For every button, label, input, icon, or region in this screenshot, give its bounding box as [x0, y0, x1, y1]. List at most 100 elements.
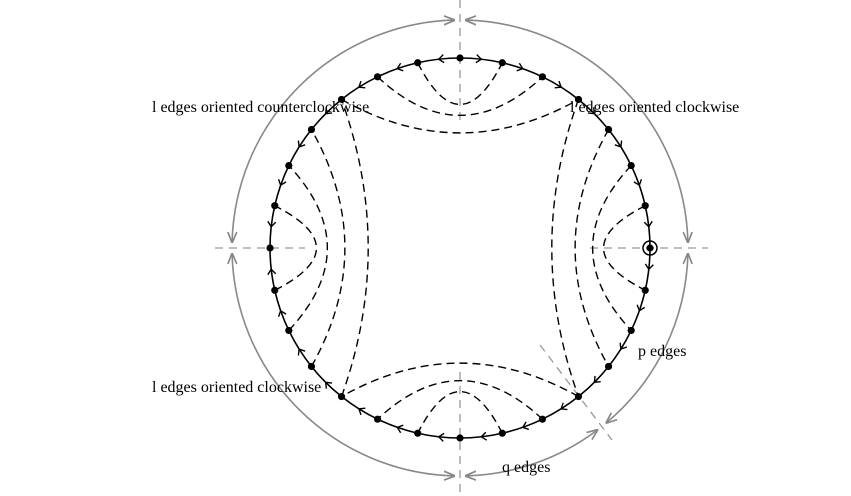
chevron [357, 407, 366, 416]
vertex [414, 429, 422, 437]
vertex [627, 326, 635, 335]
label: p edges [638, 343, 686, 360]
dashed-arc [341, 98, 579, 134]
chevron [636, 304, 646, 312]
chevron [267, 220, 277, 228]
chevron [357, 80, 366, 89]
vertex [271, 286, 279, 294]
edge [341, 76, 378, 101]
vertex [373, 73, 382, 81]
vertex [641, 202, 649, 210]
chevron [614, 140, 623, 148]
chevron [437, 432, 445, 442]
outer-arcs [232, 20, 688, 476]
vertex [373, 415, 382, 423]
vertex [498, 59, 506, 67]
dashed-arc [340, 99, 369, 397]
edge [502, 418, 543, 435]
dashed-arc [377, 76, 543, 116]
vertex [271, 202, 279, 210]
vertex [574, 392, 583, 401]
dashed-arc [310, 129, 346, 367]
label: l edges oriented clockwise [570, 99, 739, 116]
vertex [456, 54, 464, 62]
edge [273, 290, 290, 331]
chevron [516, 62, 524, 72]
label: l edges oriented clockwise [152, 379, 321, 396]
chevron [267, 268, 277, 276]
vertex [646, 244, 654, 252]
vertex [641, 286, 649, 294]
chevron [297, 140, 306, 148]
chevron [437, 54, 445, 64]
vertex [307, 362, 316, 371]
vertex [337, 95, 346, 104]
outer-arc [232, 20, 454, 242]
dashed-arc [274, 205, 317, 291]
edge [630, 165, 647, 206]
dashed-arc [288, 165, 328, 331]
dashed-arc [417, 391, 503, 434]
vertex [307, 125, 316, 134]
chevron [324, 381, 333, 389]
chevron [475, 54, 483, 64]
vertex [456, 434, 464, 442]
outer-arc [466, 430, 597, 476]
chevron [644, 263, 654, 271]
edge [341, 395, 378, 420]
edge [630, 290, 647, 331]
vertex [574, 95, 583, 104]
edge [607, 129, 632, 166]
chevron [324, 107, 333, 115]
edge [273, 165, 290, 206]
outer-arc [232, 254, 454, 476]
chevron [633, 178, 643, 187]
edge [542, 76, 579, 101]
edge [502, 61, 543, 78]
dashed-arc [603, 205, 646, 291]
vertex [285, 161, 293, 170]
edge [377, 61, 418, 78]
dashed-arc [592, 165, 632, 331]
vertex [266, 244, 274, 252]
dashed-arc [417, 62, 503, 105]
label: l edges oriented counterclockwise [152, 99, 369, 116]
vertex [604, 125, 613, 134]
dashed-arc [341, 362, 579, 398]
chevron [560, 402, 568, 411]
chevron [521, 421, 530, 431]
chevron [554, 80, 563, 89]
vertex [285, 326, 293, 335]
edge [377, 418, 418, 435]
label: q edges [502, 459, 550, 476]
chevron [619, 342, 628, 351]
chevron [396, 62, 404, 72]
marked-vertex [642, 240, 658, 256]
vertex [627, 161, 635, 170]
edge [288, 330, 313, 367]
vertex [337, 392, 346, 401]
chevron [480, 431, 488, 441]
vertex [414, 59, 422, 67]
dashed-arc [574, 129, 610, 367]
dashed-axes [215, 0, 708, 496]
inner-graph [266, 54, 658, 442]
dashed-arc [377, 380, 543, 420]
vertex [604, 362, 613, 371]
chevron [593, 375, 601, 384]
chevron [587, 107, 596, 115]
vertex [498, 429, 506, 437]
chevron [277, 309, 287, 318]
chevron [396, 424, 404, 434]
edge [542, 395, 579, 420]
chevron [277, 178, 287, 187]
outer-arc [466, 20, 688, 242]
edge [607, 330, 632, 367]
outer-arc [607, 254, 688, 423]
edge [577, 365, 610, 398]
vertex [538, 415, 547, 423]
edge [288, 129, 313, 166]
dashed-arc [551, 99, 580, 397]
chevron [297, 348, 306, 356]
